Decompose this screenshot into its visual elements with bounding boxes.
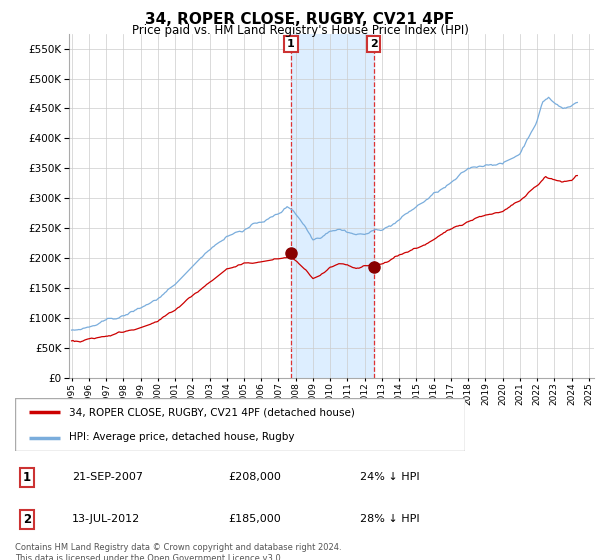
Text: 2: 2 [370,39,378,49]
Text: 21-SEP-2007: 21-SEP-2007 [72,473,143,482]
Bar [291,34,374,378]
Text: 1: 1 [23,471,31,484]
Text: £208,000: £208,000 [228,473,281,482]
Text: 28% ↓ HPI: 28% ↓ HPI [360,515,419,524]
Text: 1: 1 [287,39,295,49]
Text: £185,000: £185,000 [228,515,281,524]
Text: Price paid vs. HM Land Registry's House Price Index (HPI): Price paid vs. HM Land Registry's House … [131,24,469,36]
Text: 24% ↓ HPI: 24% ↓ HPI [360,473,419,482]
Text: Contains HM Land Registry data © Crown copyright and database right 2024.
This d: Contains HM Land Registry data © Crown c… [15,543,341,560]
Text: 2: 2 [23,513,31,526]
Text: HPI: Average price, detached house, Rugby: HPI: Average price, detached house, Rugb… [69,432,295,442]
Text: 34, ROPER CLOSE, RUGBY, CV21 4PF (detached house): 34, ROPER CLOSE, RUGBY, CV21 4PF (detach… [69,408,355,418]
FancyBboxPatch shape [15,398,465,451]
Text: 34, ROPER CLOSE, RUGBY, CV21 4PF: 34, ROPER CLOSE, RUGBY, CV21 4PF [145,12,455,27]
Text: 13-JUL-2012: 13-JUL-2012 [72,515,140,524]
